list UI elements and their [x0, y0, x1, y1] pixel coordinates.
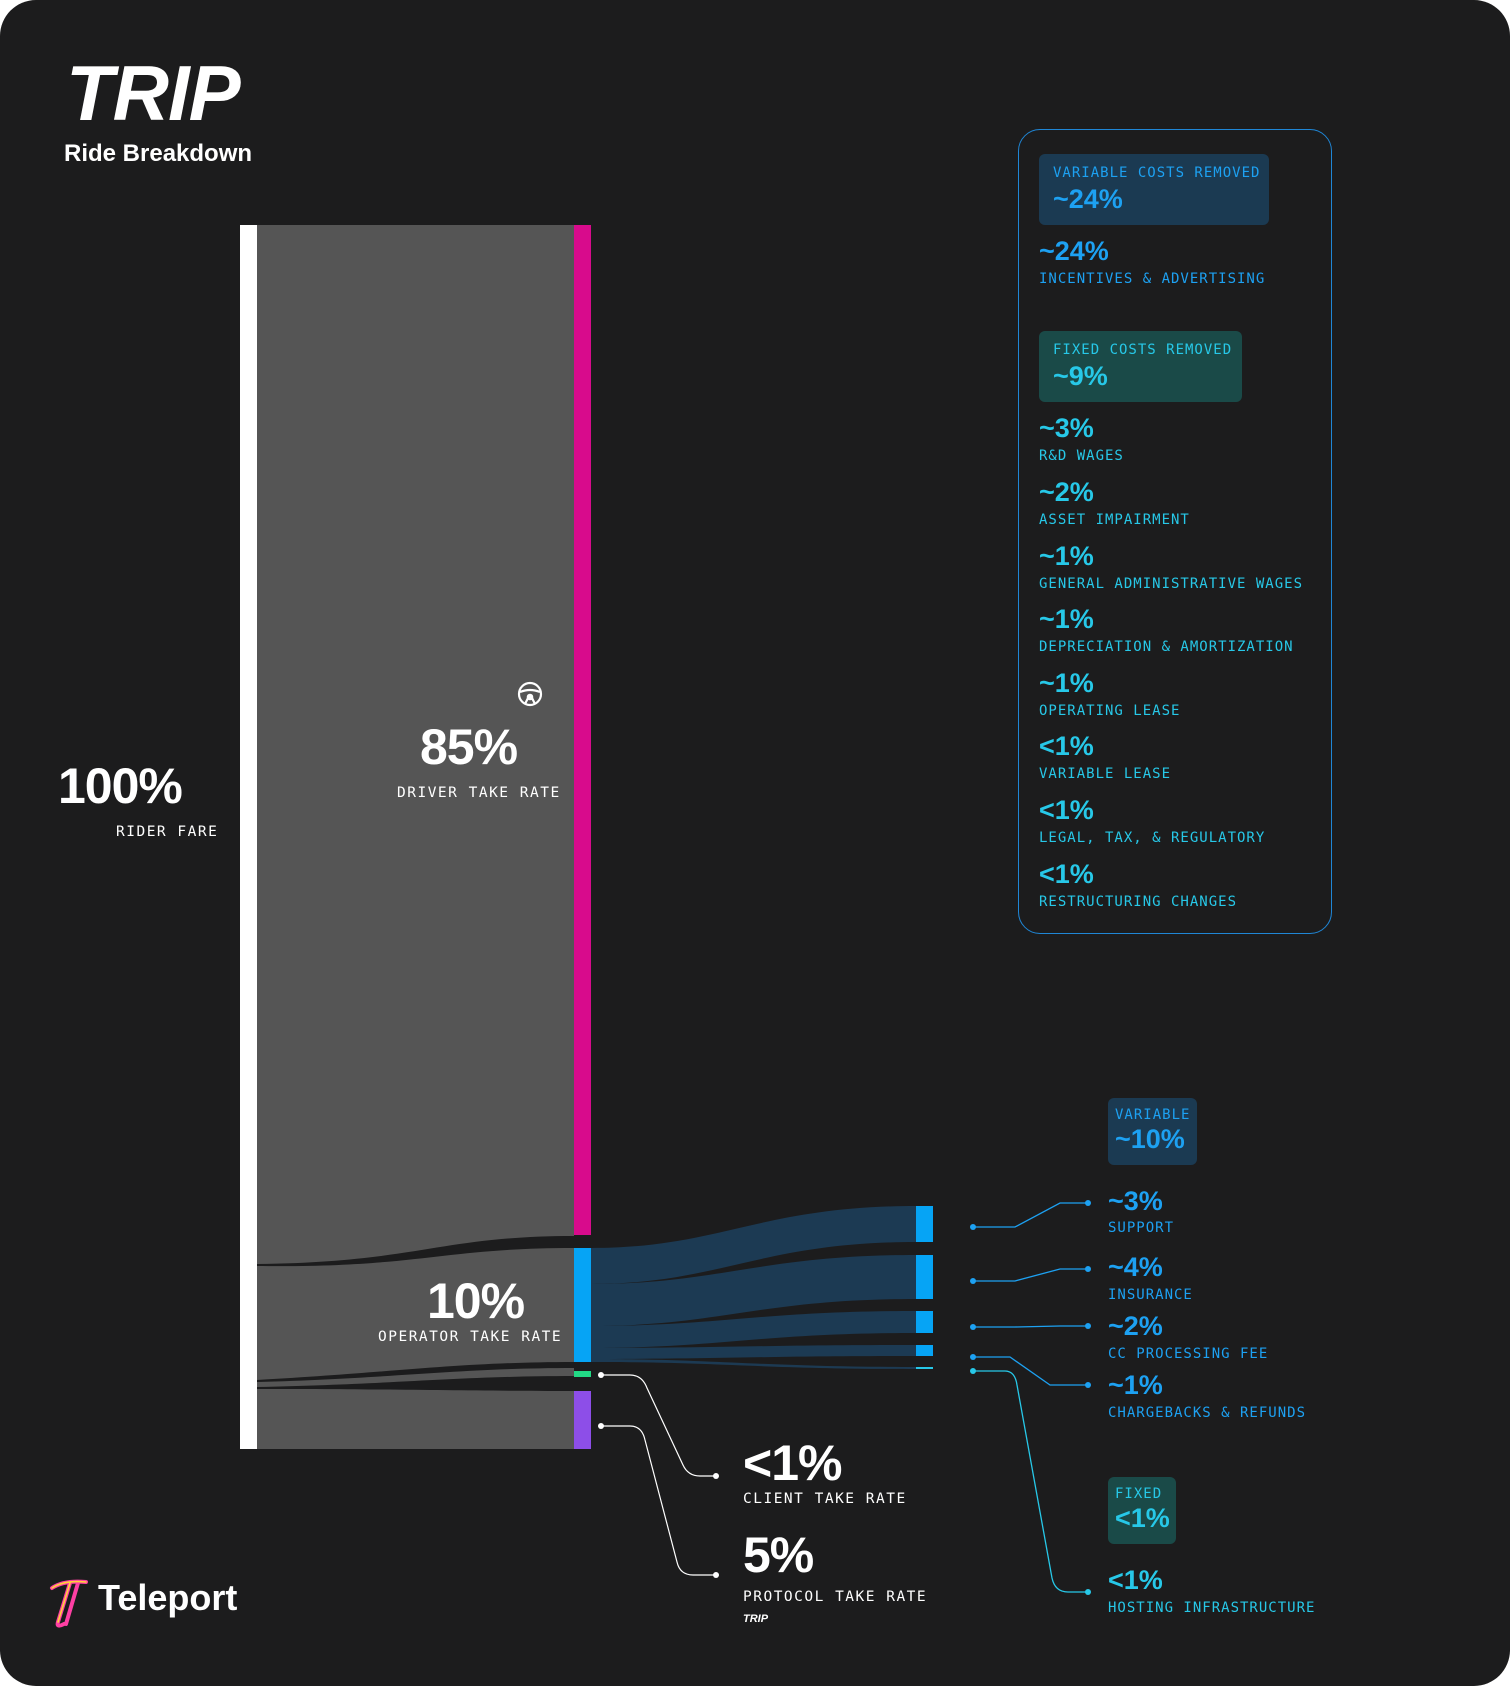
- flow-gap-driver-operator: [257, 1236, 574, 1267]
- page-subtitle: Ride Breakdown: [64, 140, 253, 167]
- variable-costs-header-label: VARIABLE COSTS REMOVED: [1053, 165, 1261, 181]
- leader-chargebacks: [973, 1356, 1088, 1386]
- operator-item-value: ~3%: [1108, 1186, 1163, 1216]
- rider-fare-value: 100%: [58, 758, 183, 814]
- fixed-item-value: ~1%: [1039, 604, 1094, 634]
- take-rate-leader-dots: [598, 1372, 719, 1578]
- operator-leader-lines: [973, 1202, 1088, 1386]
- leader-cc-processing: [973, 1325, 1088, 1328]
- driver-bar: [574, 225, 591, 1235]
- operator-item-label: INSURANCE: [1108, 1287, 1193, 1303]
- operator-fixed-header-label: FIXED: [1115, 1486, 1163, 1502]
- fixed-item-label: RESTRUCTURING CHANGES: [1039, 894, 1238, 910]
- page-title: TRIP: [66, 49, 241, 137]
- flow-gap-operator-client: [257, 1362, 574, 1382]
- fixed-item-value: ~2%: [1039, 477, 1094, 507]
- fixed-item-label: VARIABLE LEASE: [1039, 766, 1172, 782]
- fixed-costs-header: FIXED COSTS REMOVED ~9%: [1039, 331, 1242, 402]
- fixed-item-label: DEPRECIATION & AMORTIZATION: [1039, 639, 1294, 655]
- operator-leader-dots: [970, 1200, 1091, 1388]
- support-node: [916, 1206, 933, 1242]
- fixed-item-label: GENERAL ADMINISTRATIVE WAGES: [1039, 576, 1304, 592]
- flow-cc-processing: [591, 1311, 916, 1348]
- fixed-item-value: ~1%: [1039, 668, 1094, 698]
- fixed-item-value: <1%: [1039, 795, 1094, 825]
- operator-item-label: CHARGEBACKS & REFUNDS: [1108, 1405, 1307, 1421]
- protocol-brand-mark: TRIP: [743, 1613, 769, 1625]
- leader-support: [973, 1202, 1088, 1228]
- rider-fare-label: RIDER FARE: [116, 824, 219, 840]
- client-take-label: CLIENT TAKE RATE: [743, 1491, 907, 1507]
- operator-variable-header: VARIABLE ~10%: [1108, 1098, 1197, 1165]
- operator-item-label: SUPPORT: [1108, 1220, 1175, 1236]
- fixed-item-label: OPERATING LEASE: [1039, 703, 1181, 719]
- client-bar: [574, 1371, 591, 1377]
- cost-breakdown-panel: [1018, 129, 1332, 934]
- fixed-item-value: ~3%: [1039, 413, 1094, 443]
- variable-item-label: INCENTIVES & ADVERTISING: [1039, 271, 1266, 287]
- chargebacks-node: [916, 1345, 933, 1356]
- operator-take-value: 10%: [427, 1273, 525, 1329]
- flow-insurance: [591, 1255, 916, 1326]
- protocol-bar: [574, 1391, 591, 1449]
- flow-chargebacks: [591, 1345, 916, 1359]
- cc-processing-node: [916, 1311, 933, 1333]
- fixed-costs-header-label: FIXED COSTS REMOVED: [1053, 342, 1233, 358]
- hosting-node: [916, 1367, 933, 1369]
- operator-item-label: CC PROCESSING FEE: [1108, 1346, 1269, 1362]
- teleport-logo-icon: [50, 1579, 88, 1628]
- operator-fixed-header-value: <1%: [1115, 1503, 1170, 1533]
- leader-client: [601, 1374, 716, 1477]
- hosting-leader-dots: [970, 1368, 1091, 1595]
- driver-take-value: 85%: [420, 719, 518, 775]
- protocol-take-label: PROTOCOL TAKE RATE: [743, 1589, 928, 1605]
- take-rate-leader-lines: [601, 1374, 716, 1576]
- variable-costs-header: VARIABLE COSTS REMOVED ~24%: [1039, 154, 1269, 225]
- fixed-item-value: <1%: [1039, 731, 1094, 761]
- operator-fixed-item-label: HOSTING INFRASTRUCTURE: [1108, 1600, 1316, 1616]
- operator-fixed-header: FIXED <1%: [1108, 1477, 1176, 1544]
- operator-fixed-item-value: <1%: [1108, 1565, 1163, 1595]
- steering-wheel-icon: [517, 681, 543, 707]
- rider-fare-bar: [240, 225, 257, 1449]
- operator-variable-header-value: ~10%: [1115, 1124, 1185, 1154]
- leader-hosting: [973, 1370, 1088, 1593]
- fixed-item-label: LEGAL, TAX, & REGULATORY: [1039, 830, 1266, 846]
- footer-brand: Teleport: [98, 1577, 238, 1618]
- protocol-take-value: 5%: [743, 1527, 814, 1583]
- driver-take-label: DRIVER TAKE RATE: [397, 785, 561, 801]
- operator-take-label: OPERATOR TAKE RATE: [378, 1329, 563, 1345]
- fixed-item-value: <1%: [1039, 859, 1094, 889]
- client-take-value: <1%: [743, 1435, 842, 1491]
- leader-insurance: [973, 1268, 1088, 1282]
- insurance-node: [916, 1255, 933, 1299]
- variable-costs-header-value: ~24%: [1053, 184, 1123, 214]
- operator-item-value: ~1%: [1108, 1370, 1163, 1400]
- fixed-item-label: ASSET IMPAIRMENT: [1039, 512, 1190, 528]
- flow-hosting: [591, 1359, 916, 1369]
- fixed-item-label: R&D WAGES: [1039, 448, 1124, 464]
- variable-item-value: ~24%: [1039, 236, 1109, 266]
- leader-protocol: [601, 1425, 716, 1576]
- operator-bar: [574, 1248, 591, 1362]
- operator-variable-header-label: VARIABLE: [1115, 1107, 1191, 1123]
- flow-gap-client-protocol: [257, 1376, 574, 1391]
- flow-support: [591, 1206, 916, 1284]
- operator-item-value: ~4%: [1108, 1252, 1163, 1282]
- operator-item-value: ~2%: [1108, 1311, 1163, 1341]
- fixed-item-value: ~1%: [1039, 541, 1094, 571]
- fixed-costs-header-value: ~9%: [1053, 361, 1108, 391]
